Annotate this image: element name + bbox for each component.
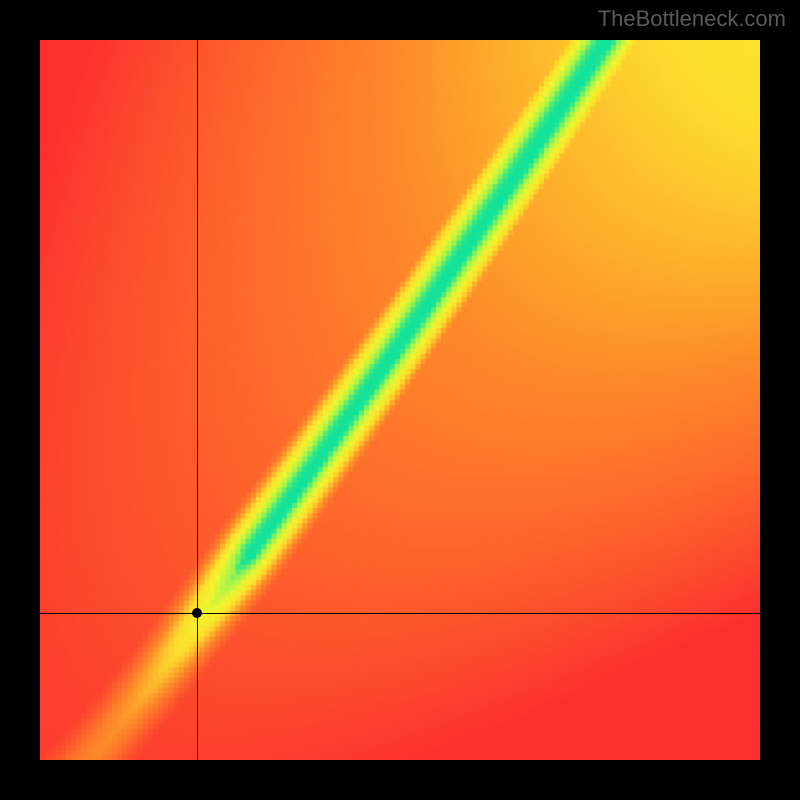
chart-container: TheBottleneck.com bbox=[0, 0, 800, 800]
plot-area bbox=[40, 40, 760, 760]
crosshair-vertical bbox=[197, 40, 198, 760]
crosshair-marker bbox=[192, 608, 202, 618]
heatmap-canvas bbox=[40, 40, 760, 760]
crosshair-horizontal bbox=[40, 613, 760, 614]
watermark-text: TheBottleneck.com bbox=[598, 6, 786, 32]
